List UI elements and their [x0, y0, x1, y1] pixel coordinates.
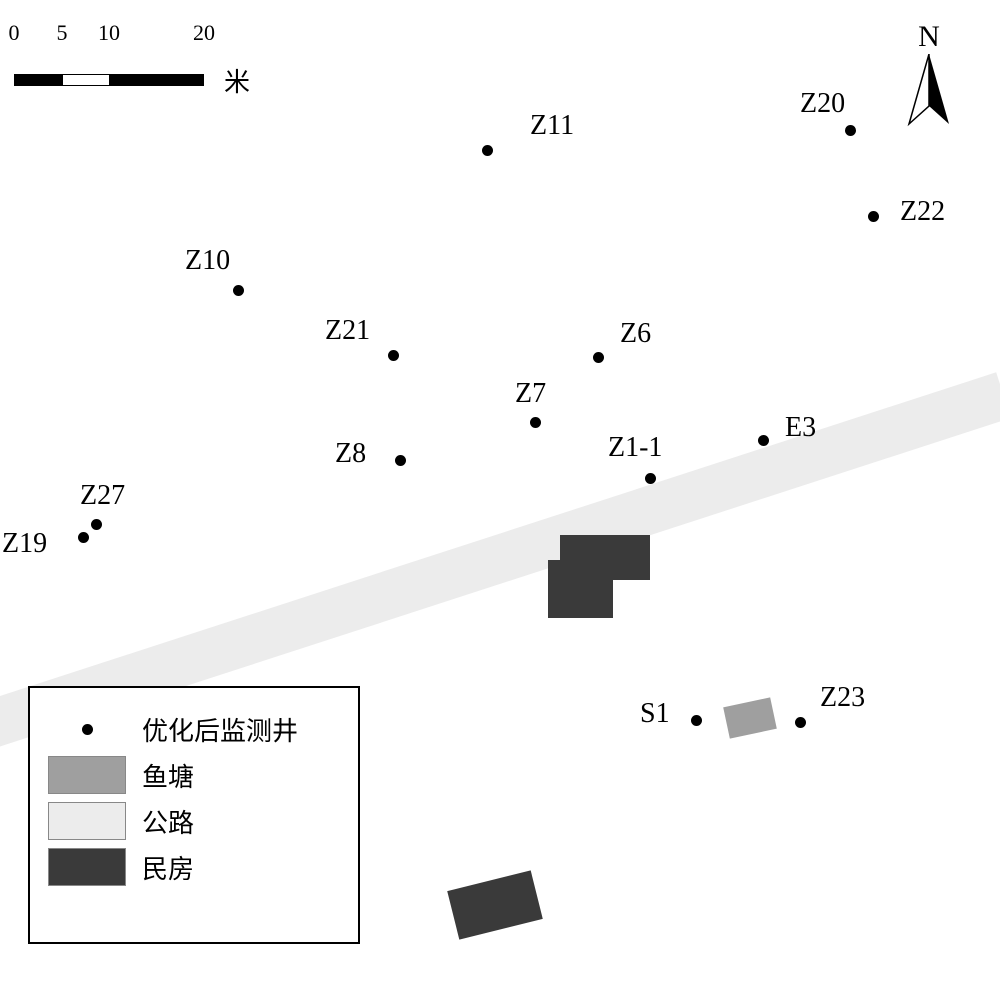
well-label: Z27: [80, 480, 125, 512]
scale-tick: 0: [9, 20, 20, 46]
well-dot: [78, 532, 89, 543]
scale-segment: [109, 75, 203, 85]
legend-row: 民房: [48, 848, 340, 886]
legend-row: 公路: [48, 802, 340, 840]
well-label: Z19: [2, 528, 47, 560]
well-label: Z6: [620, 318, 651, 350]
well-label: Z7: [515, 378, 546, 410]
scale-bar-unit: 米: [224, 62, 250, 99]
well-dot: [691, 715, 702, 726]
well-dot: [645, 473, 656, 484]
legend-swatch: [48, 756, 126, 794]
well-label: E3: [785, 412, 816, 444]
well-dot: [233, 285, 244, 296]
scale-tick: 20: [193, 20, 215, 46]
legend-swatch: [48, 848, 126, 886]
north-arrow-icon: [905, 54, 953, 130]
well-dot: [388, 350, 399, 361]
well-dot: [845, 125, 856, 136]
scale-tick: 5: [57, 20, 68, 46]
well-dot: [758, 435, 769, 446]
well-dot: [530, 417, 541, 428]
well-dot: [482, 145, 493, 156]
building-house-L: [548, 535, 650, 618]
well-label: Z22: [900, 196, 945, 228]
well-dot: [91, 519, 102, 530]
well-label: Z1-1: [608, 432, 662, 464]
legend-label: 民房: [142, 849, 194, 886]
well-dot: [868, 211, 879, 222]
legend-label: 优化后监测井: [142, 711, 298, 748]
scale-bar-ticks: 051020: [14, 20, 204, 46]
scale-bar: 051020 米: [14, 20, 204, 86]
well-label: Z10: [185, 245, 230, 277]
building-house-small: [447, 870, 543, 939]
legend-swatch: [48, 802, 126, 840]
well-label: Z23: [820, 682, 865, 714]
legend-label: 鱼塘: [142, 757, 194, 794]
well-label: Z20: [800, 88, 845, 120]
legend-row: 优化后监测井: [48, 710, 340, 748]
scale-tick: 10: [98, 20, 120, 46]
scale-segment: [63, 75, 110, 85]
well-label: Z21: [325, 315, 370, 347]
scale-bar-strip: [14, 74, 204, 86]
legend-row: 鱼塘: [48, 756, 340, 794]
well-dot: [395, 455, 406, 466]
well-dot: [795, 717, 806, 728]
well-label: Z8: [335, 438, 366, 470]
legend: 优化后监测井鱼塘公路民房: [28, 686, 360, 944]
north-arrow: N: [905, 20, 953, 130]
map-canvas: Z20 Z11 Z22 Z10 Z21 Z6 Z7 E3 Z8 Z1-1 Z27 Z19 S1 Z23 0…: [0, 0, 1000, 996]
well-label: Z11: [530, 110, 574, 142]
building-pond: [723, 697, 777, 738]
north-label: N: [905, 20, 953, 54]
legend-swatch: [48, 710, 126, 748]
legend-dot-icon: [82, 724, 93, 735]
well-dot: [593, 352, 604, 363]
legend-label: 公路: [142, 803, 194, 840]
scale-segment: [15, 75, 63, 85]
well-label: S1: [640, 698, 670, 730]
